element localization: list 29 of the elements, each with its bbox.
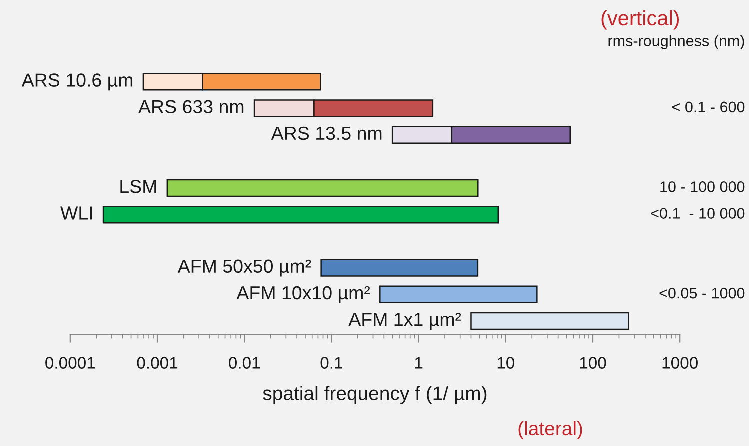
y-tick-label: ARS 10.6 µm <box>22 74 133 91</box>
text: (lateral) <box>518 421 582 440</box>
y-tick-label: LSM <box>120 180 156 194</box>
annotation: <0.05 - 1000 <box>660 288 745 299</box>
text: rms-roughness (nm) <box>608 35 744 50</box>
bar <box>380 286 538 304</box>
annotation: 10 - 100 000 <box>660 182 745 192</box>
x-tick-label: 100 <box>580 357 606 369</box>
x-tick-label: 1000 <box>662 357 698 369</box>
x-tick-label: 0.001 <box>137 357 178 369</box>
x-tick-label: 0.01 <box>229 357 260 369</box>
text: (vertical) <box>602 10 680 30</box>
y-tick-label: WLI <box>60 206 92 220</box>
y-tick-label: AFM 1x1 µm² <box>348 313 462 330</box>
x-tick-label: 10 <box>498 357 515 369</box>
y-tick-label: ARS 13.5 nm <box>271 126 382 140</box>
y-tick-label: AFM 50x50 µm² <box>178 260 312 277</box>
x-tick-label: 0.0001 <box>46 357 96 369</box>
bar <box>320 259 479 277</box>
bar <box>102 206 500 224</box>
bar <box>166 179 479 198</box>
x-tick-label: 1 <box>415 357 423 369</box>
bar <box>470 312 630 330</box>
y-tick-label: AFM 10x10 µm² <box>236 286 370 304</box>
annotation: <0.1 - 10 000 <box>651 208 745 219</box>
y-tick-label: ARS 633 nm <box>138 100 244 114</box>
x-axis-title: spatial frequency f (1/ µm) <box>263 386 487 404</box>
annotation: < 0.1 - 600 <box>672 102 745 113</box>
x-tick-label: 0.1 <box>320 357 342 369</box>
